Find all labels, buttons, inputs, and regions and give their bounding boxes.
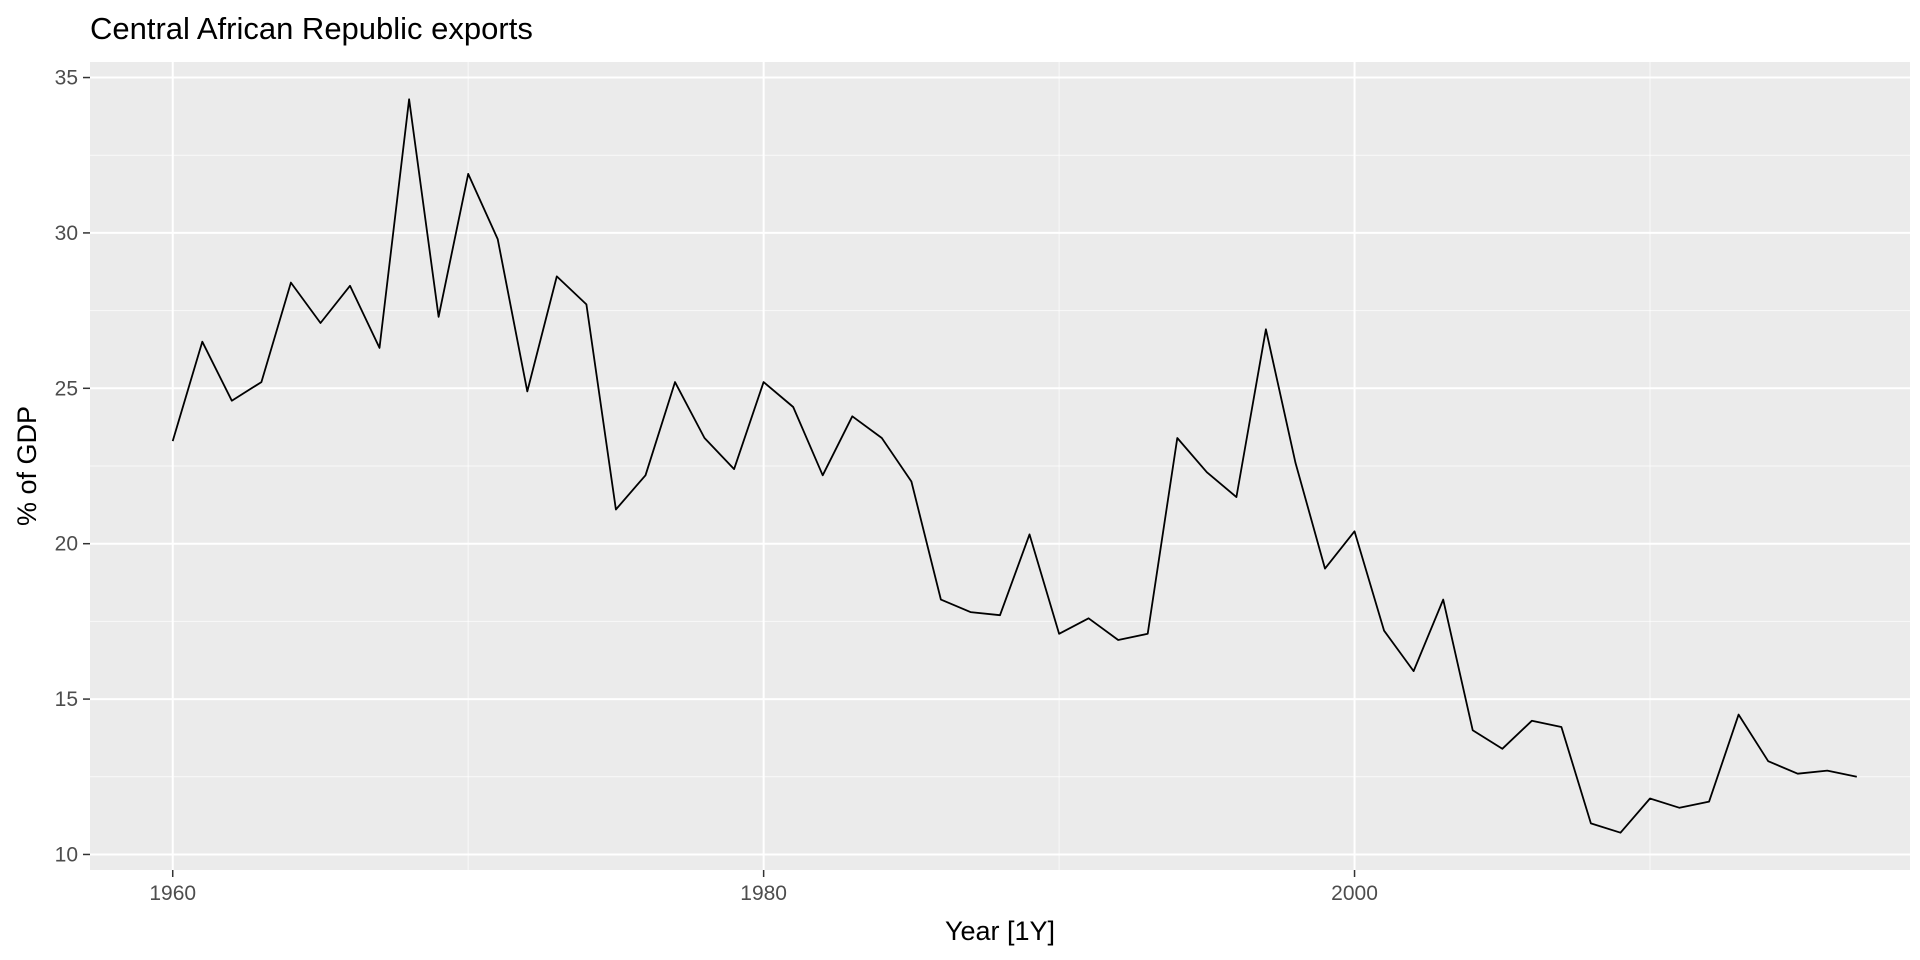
x-tick-label: 1960 <box>149 882 196 905</box>
y-tick-label: 20 <box>55 533 78 556</box>
x-tick-label: 2000 <box>1331 882 1378 905</box>
y-axis-title: % of GDP <box>12 406 42 526</box>
major-gridlines <box>90 62 1910 870</box>
y-tick-label: 25 <box>55 377 78 400</box>
minor-gridlines <box>90 62 1910 870</box>
x-axis: 1960 1980 2000 <box>149 870 1378 905</box>
series-line <box>171 98 1857 834</box>
y-tick-label: 10 <box>55 843 78 866</box>
x-axis-title: Year [1Y] <box>945 916 1055 946</box>
x-tick-label: 1980 <box>740 882 787 905</box>
chart-title: Central African Republic exports <box>90 11 533 46</box>
y-tick-label: 30 <box>55 222 78 245</box>
y-axis: 10 15 20 25 30 35 <box>55 67 90 866</box>
y-tick-label: 15 <box>55 688 78 711</box>
y-tick-label: 35 <box>55 67 78 90</box>
